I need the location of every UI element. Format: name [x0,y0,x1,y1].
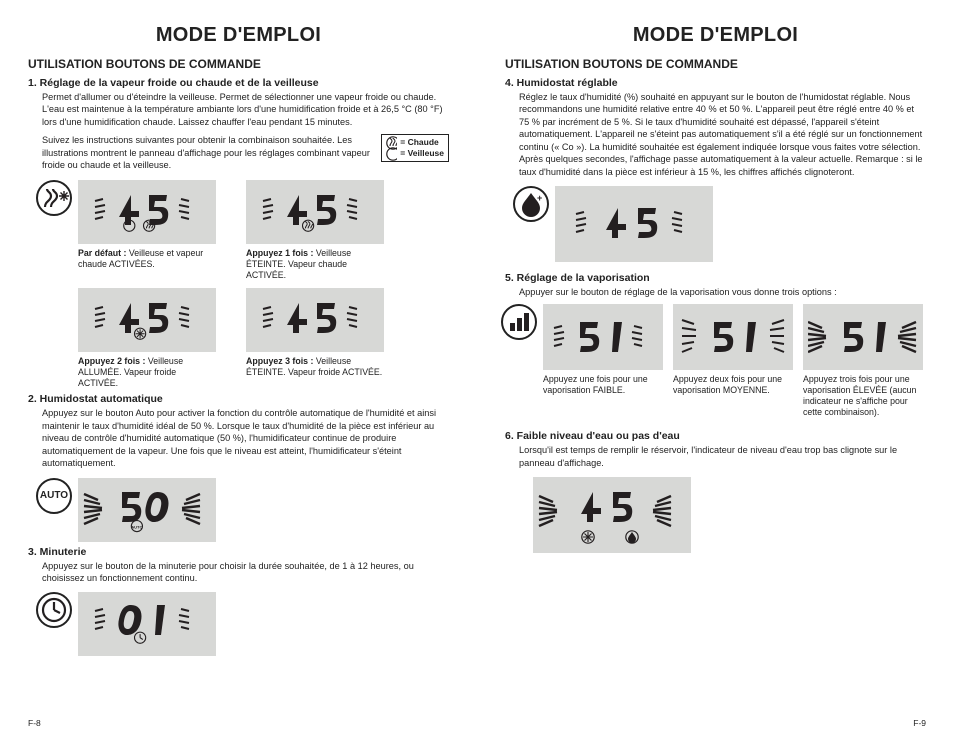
panel-1b [246,180,384,244]
clock-button-icon [36,592,72,628]
mist-button-icon [501,304,537,340]
item2-head: 2. Humidostat automatique [28,393,449,405]
item5-body: Appuyer sur le bouton de réglage de la v… [519,286,926,298]
cap-1c: Appuyez 2 fois : Veilleuse ALLUMÉE. Vape… [78,356,218,389]
item2-body: Appuyez sur le bouton Auto pour activer … [42,407,449,469]
panel-5a [543,304,663,370]
panel-timer [78,592,216,656]
panel-6 [533,477,691,553]
section-left: UTILISATION BOUTONS DE COMMANDE [28,57,449,71]
cap-5b: Appuyez deux fois pour une vaporisation … [673,374,793,396]
item1-body: Permet d'allumer ou d'éteindre la veille… [42,91,449,128]
row1: Par défaut : Veilleuse et vapeur chaude … [42,180,449,281]
legend-box: = Chaude = Veilleuse [381,134,449,162]
cap-5c: Appuyez trois fois pour une vaporisation… [803,374,923,418]
cap-1d: Appuyez 3 fois : Veilleuse ÉTEINTE. Vape… [246,356,386,378]
foot-left: F-8 [28,718,41,728]
auto-button-icon: AUTO [36,478,72,514]
item4-body: Réglez le taux d'humidité (%) souhaité e… [519,91,926,178]
cap-5a: Appuyez une fois pour une vaporisation F… [543,374,663,396]
legend-chaude: = Chaude [400,137,439,148]
panel-1d [246,288,384,352]
panel-5c [803,304,923,370]
panel-5b [673,304,793,370]
row5: Appuyez une fois pour une vaporisation F… [507,304,926,418]
panel-4 [555,186,713,262]
legend-veilleuse: = Veilleuse [400,148,444,159]
item3-body: Appuyez sur le bouton de la minuterie po… [42,560,449,585]
section-right: UTILISATION BOUTONS DE COMMANDE [505,57,926,71]
night-icon [386,148,397,159]
title-left: MODE D'EMPLOI [28,24,449,47]
item6-body: Lorsqu'il est temps de remplir le réserv… [519,444,926,469]
panel-1c [78,288,216,352]
row-timer [42,592,449,656]
cap-1a: Par défaut : Veilleuse et vapeur chaude … [78,248,218,270]
panel-auto [78,478,216,542]
row6 [533,477,926,553]
cap-1b: Appuyez 1 fois : Veilleuse ÉTEINTE. Vape… [246,248,386,281]
title-right: MODE D'EMPLOI [505,24,926,47]
item4-head: 4. Humidostat réglable [505,77,926,89]
steam-button-icon [36,180,72,216]
row4 [519,186,926,262]
foot-right: F-9 [913,718,926,728]
item3-head: 3. Minuterie [28,546,449,558]
item5-head: 5. Réglage de la vaporisation [505,272,926,284]
row-auto: AUTO [42,478,449,542]
item6-head: 6. Faible niveau d'eau ou pas d'eau [505,430,926,442]
item1-note: Suivez les instructions suivantes pour o… [42,134,377,171]
panel-1a [78,180,216,244]
row2: Appuyez 2 fois : Veilleuse ALLUMÉE. Vape… [78,288,449,389]
page-left: MODE D'EMPLOI UTILISATION BOUTONS DE COM… [0,0,477,738]
page-right: MODE D'EMPLOI UTILISATION BOUTONS DE COM… [477,0,954,738]
humidity-button-icon [513,186,549,222]
item1-note-row: Suivez les instructions suivantes pour o… [28,134,449,171]
item1-head: 1. Réglage de la vapeur froide ou chaude… [28,77,449,89]
